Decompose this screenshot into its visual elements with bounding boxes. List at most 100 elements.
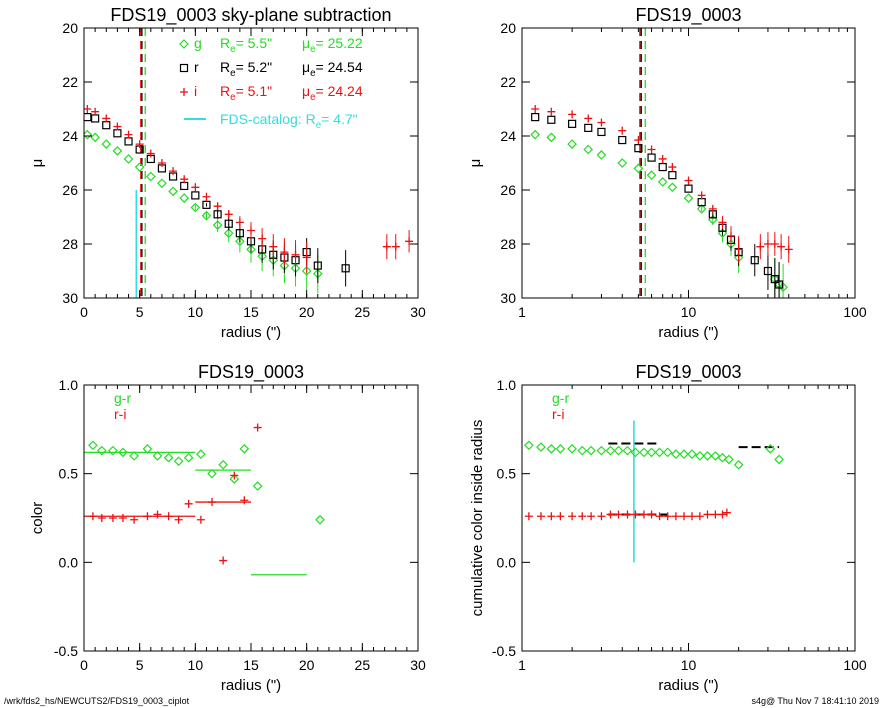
data-point [152,451,163,461]
x-tick-label: 5 [136,657,144,673]
data-point [618,126,627,135]
data-point [647,510,656,519]
x-tick-label: 100 [843,657,867,673]
data-point [135,140,144,149]
legend-mu-g: μe= 25.22 [302,35,363,55]
y-tick-label: 0.5 [59,466,79,482]
data-point [145,171,156,182]
data-point [597,118,606,127]
y-tick-label: 26 [62,182,78,198]
data-point [568,119,577,128]
data-point [142,443,153,454]
data-point [556,512,565,521]
legend-re-i: Re= 5.1" [220,83,272,103]
data-point [727,231,736,240]
data-point [777,242,786,251]
data-point [684,184,693,193]
data-point [91,107,100,116]
data-point [722,508,731,517]
data-point [770,240,779,248]
data-point [763,240,772,248]
data-point [687,449,697,460]
data-point [568,512,577,521]
data-point [613,445,624,456]
data-point [724,454,734,465]
data-point [536,512,545,521]
data-point [196,449,206,460]
data-point [258,234,267,243]
data-point [639,447,649,458]
series-i [88,423,262,565]
x-tick-label: 10 [188,657,204,673]
chart-title: FDS19_0003 [198,362,304,383]
data-point [219,556,228,565]
x-tick-label: 30 [410,657,426,673]
data-point [531,105,540,113]
data-point [164,512,173,521]
data-point [555,443,566,454]
data-point [113,129,122,138]
data-point [134,162,145,172]
data-point [654,447,665,458]
data-point [180,181,189,191]
data-point [697,191,706,200]
y-tick-label: 30 [500,290,516,306]
legend-band-r: r [194,59,199,75]
data-point [157,159,166,167]
footer-path: /wrk/fds2_hs/NEWCUTS2/FDS19_0003_ciplot [4,696,190,706]
data-point [695,451,705,461]
y-axis-label: color [29,502,46,535]
data-point [596,150,607,160]
x-tick-label: 10 [681,304,697,320]
y-tick-label: 0.0 [497,554,517,570]
data-point [567,443,577,454]
data-point [174,515,183,524]
data-point [702,451,713,461]
panel-p1: FDS19_0003 sky-plane subtraction 0 5 10 15 20… [29,5,426,341]
plot-area [84,423,325,576]
data-point [618,135,627,145]
data-point [606,510,615,519]
data-point [253,423,262,432]
data-point [97,514,106,522]
legend-r-i: r-i [114,406,126,422]
legend-re-r: Re= 5.2" [220,59,272,79]
x-tick-label: 20 [299,304,315,320]
data-point [180,175,189,184]
legend-re-g: Re= 5.5" [220,35,272,55]
data-point [668,163,677,172]
data-point [224,210,233,219]
plot-area [524,420,784,563]
data-point [230,471,239,480]
data-point [524,512,533,521]
data-point [146,149,155,158]
x-axis-label: radius (") [221,677,281,694]
data-point [84,112,92,122]
series-g [530,129,788,298]
data-point [634,136,643,145]
data-point [756,242,765,251]
data-point [157,178,167,189]
x-tick-label: 1 [518,657,526,673]
data-point [586,445,596,456]
chart-title: FDS19_0003 [635,5,741,26]
data-point [235,236,245,247]
y-tick-label: 28 [62,236,78,252]
data-point [341,264,350,273]
data-point [84,129,93,140]
legend-band-i: i [194,83,197,99]
data-point [173,456,184,467]
panel-p2: FDS19_0003 1 10 100 20 22 24 26 28 30 radius (") μ [467,5,867,341]
data-point [391,242,400,251]
data-point [229,474,240,484]
data-point [718,218,727,227]
legend-r-i: r-i [552,406,564,422]
data-point [630,447,641,458]
series-i [531,105,793,263]
legend-catalog-label: FDS-catalog: Re= 4.7" [220,111,358,131]
data-point [201,210,212,221]
data-point [118,514,127,522]
panel-p3: FDS19_0003 0 5 10 15 20 25 30 -0.5 0.0 0.5 1.0 radiu… [29,362,426,694]
data-point [710,451,721,461]
